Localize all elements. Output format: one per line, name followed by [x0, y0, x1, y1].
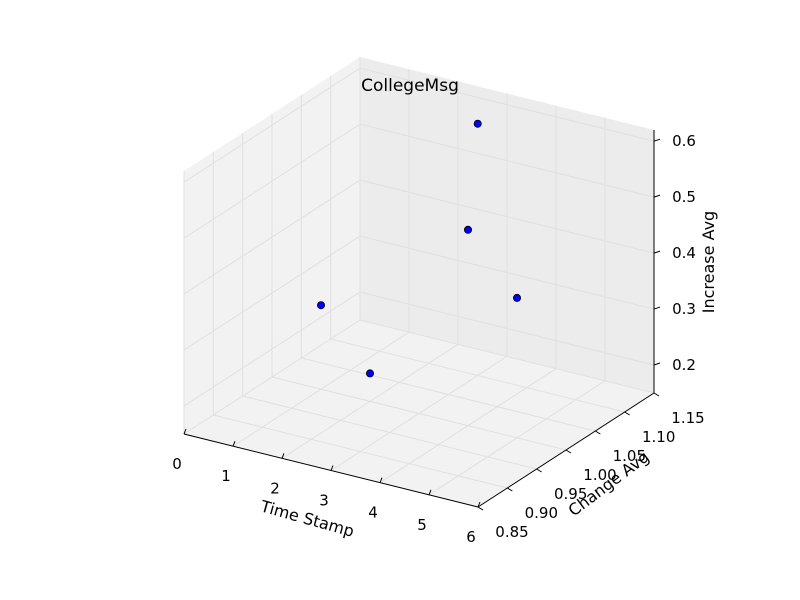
- scatter-point: [365, 369, 374, 378]
- y-tick-mark: [565, 449, 572, 454]
- x-tick-mark: [232, 440, 236, 447]
- z-gridline: [183, 179, 361, 295]
- y-tick-label: 1.15: [671, 409, 704, 427]
- scatter-point: [463, 225, 472, 234]
- y-tick-mark: [595, 430, 601, 435]
- z-tick-mark: [653, 194, 661, 198]
- x-tick-label: 4: [368, 504, 378, 522]
- grid-lines: [183, 57, 655, 508]
- x-tick-label: 2: [270, 479, 280, 497]
- chart-title: CollegeMsg: [361, 76, 459, 96]
- scatter-point: [473, 119, 482, 128]
- z-tick-mark: [653, 362, 661, 366]
- y-tick-mark: [624, 411, 630, 416]
- z-tick-label: 0.2: [672, 356, 696, 374]
- x-tick-mark: [428, 489, 432, 496]
- z-tick-label: 0.5: [672, 188, 696, 206]
- z-gridline: [359, 179, 655, 254]
- scatter-point: [513, 293, 522, 302]
- z-gridline: [183, 235, 361, 351]
- z-gridline: [359, 123, 655, 198]
- y-gridline: [301, 357, 596, 432]
- y-tick-mark: [507, 487, 513, 492]
- x-tick-mark: [379, 477, 383, 483]
- z-tick-mark: [653, 138, 661, 142]
- z-gridline: [359, 67, 655, 142]
- y-tick-mark: [477, 506, 484, 511]
- y-tick-mark: [536, 468, 542, 473]
- y-axis-label: Change Avg: [565, 447, 653, 520]
- x-tick-label: 3: [319, 492, 329, 510]
- x-tick-mark: [330, 465, 334, 471]
- z-gridline: [359, 291, 655, 366]
- axis-panes: [184, 57, 654, 507]
- y-tick-label: 0.85: [495, 523, 528, 541]
- y-gridline: [213, 414, 508, 489]
- x-tick-mark: [183, 428, 187, 435]
- y-tick-label: 0.95: [554, 485, 587, 503]
- z-tick-mark: [653, 250, 661, 254]
- x-tick-label: 5: [417, 516, 427, 534]
- data-points: [316, 119, 522, 378]
- scatter-point: [316, 301, 325, 310]
- x-tick-label: 1: [221, 467, 231, 485]
- z-gridline: [359, 235, 655, 310]
- x-tick-label: 0: [172, 455, 182, 473]
- z-gridline: [183, 67, 361, 183]
- x-tick-mark: [281, 453, 285, 459]
- tick-labels: 0 1 2 3 4 5 6 0.850.900.951.001.051.101.15 0.2 0.…: [172, 132, 704, 546]
- z-tick-label: 0.4: [672, 244, 696, 262]
- z-gridline: [183, 291, 361, 407]
- x-tick-label: 6: [466, 528, 476, 546]
- y-gridline: [271, 376, 567, 451]
- y-tick-label: 1.00: [583, 466, 616, 484]
- y-tick-label: 0.90: [525, 504, 558, 522]
- x-tick-mark: [477, 501, 481, 508]
- y-gridline: [330, 338, 625, 413]
- y-gridline: [242, 395, 537, 470]
- z-tick-mark: [653, 306, 661, 310]
- z-tick-label: 0.6: [672, 132, 696, 150]
- y-tick-label: 1.05: [613, 447, 646, 465]
- z-axis-label: Increase Avg: [699, 211, 718, 313]
- y-gridline: [359, 319, 655, 394]
- z-tick-label: 0.3: [672, 300, 696, 318]
- y-tick-label: 1.10: [642, 428, 675, 446]
- y-tick-mark: [653, 392, 660, 397]
- z-gridline: [183, 123, 361, 239]
- x-axis-label: Time Stamp: [258, 496, 357, 540]
